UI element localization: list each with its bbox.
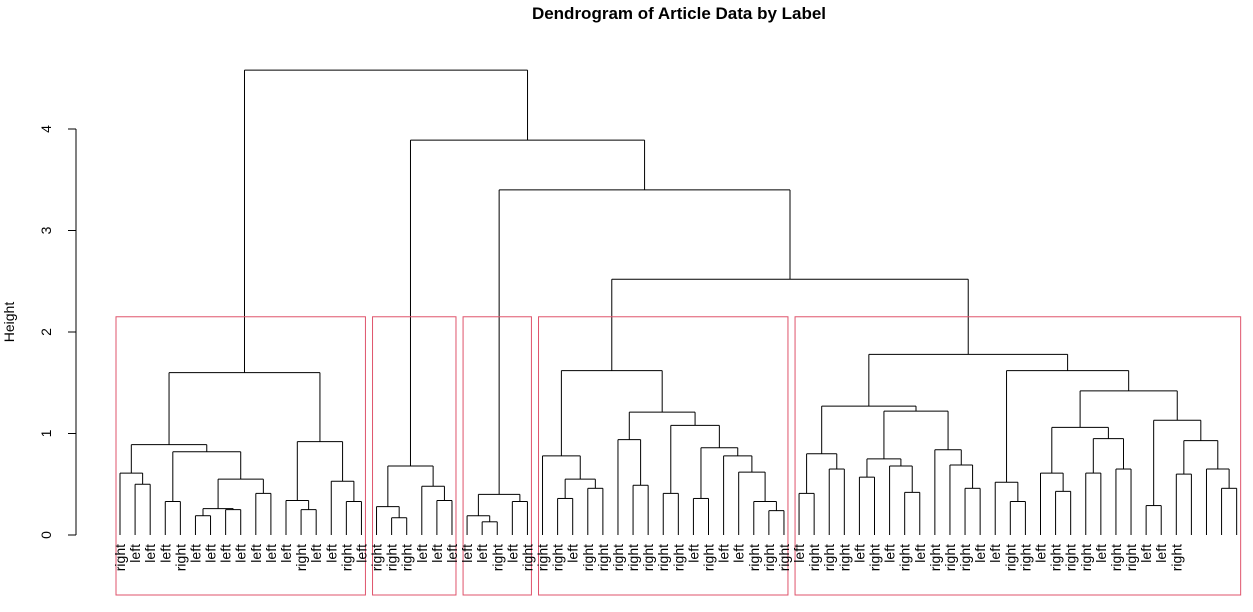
leaf-label-24: left [474,544,490,563]
leaf-label-34: right [625,544,641,571]
cluster-box-1 [372,316,457,596]
leaf-label-64: right [1078,544,1094,571]
leaf-label-66: right [1108,544,1124,571]
leaf-label-53: left [912,544,928,563]
dendrogram-branches [119,69,1238,535]
leaf-label-3: left [157,544,173,563]
cluster-box-2 [462,316,532,596]
leaf-label-43: right [761,544,777,571]
y-tick-label-4: 4 [38,125,54,133]
leaf-label-49: left [851,544,867,563]
leaf-label-67: right [1123,544,1139,571]
leaf-label-36: right [655,544,671,571]
leaf-label-51: left [882,544,898,563]
leaf-label-10: left [263,544,279,563]
leaf-label-22: left [444,544,460,563]
leaf-label-23: left [459,544,475,563]
leaf-label-44: right [776,544,792,571]
y-axis: 0 1 2 3 4 [38,125,77,539]
leaf-label-70: right [1168,544,1184,571]
leaf-label-17: right [369,544,385,571]
leaf-label-11: left [278,544,294,563]
leaf-label-37: right [670,544,686,571]
cluster-boxes [115,316,1242,596]
y-tick-label-3: 3 [38,226,54,234]
leaf-label-4: right [172,544,188,571]
leaf-label-40: left [716,544,732,563]
leaf-label-69: left [1153,544,1169,563]
leaf-label-31: right [580,544,596,571]
leaf-label-19: right [399,544,415,571]
leaf-label-50: right [867,544,883,571]
leaf-label-68: left [1138,544,1154,563]
leaf-label-45: left [791,544,807,563]
leaf-label-38: left [685,544,701,563]
leaf-label-28: right [535,544,551,571]
leaf-label-47: right [821,544,837,571]
leaf-label-35: right [640,544,656,571]
leaf-label-63: right [1063,544,1079,571]
leaf-label-13: left [308,544,324,563]
leaf-label-1: left [127,544,143,563]
leaf-label-8: left [233,544,249,563]
leaf-label-2: left [142,544,158,563]
leaf-label-59: right [1002,544,1018,571]
leaf-label-65: left [1093,544,1109,563]
leaf-label-39: right [701,544,717,571]
leaf-label-9: left [248,544,264,563]
leaf-label-26: left [504,544,520,563]
leaf-label-15: right [338,544,354,571]
leaf-label-21: left [429,544,445,563]
leaf-label-58: left [987,544,1003,563]
leaf-label-48: right [836,544,852,571]
leaf-label-41: left [731,544,747,563]
cluster-box-3 [538,316,789,596]
leaf-label-61: left [1032,544,1048,563]
chart-title: Dendrogram of Article Data by Label [532,4,826,23]
leaf-label-5: left [187,544,203,563]
y-tick-label-0: 0 [38,531,54,539]
leaf-label-60: right [1017,544,1033,571]
leaf-label-25: right [489,544,505,571]
leaf-label-12: right [293,544,309,571]
leaf-label-30: left [565,544,581,563]
leaf-label-14: left [323,544,339,563]
leaf-label-56: right [957,544,973,571]
leaf-label-57: left [972,544,988,563]
leaf-label-29: right [550,544,566,571]
leaf-label-16: left [353,544,369,563]
leaf-label-27: right [519,544,535,571]
leaf-label-54: right [927,544,943,571]
y-tick-label-2: 2 [38,328,54,336]
leaf-label-7: left [218,544,234,563]
leaf-label-18: right [384,544,400,571]
leaf-label-52: right [897,544,913,571]
leaf-label-33: right [610,544,626,571]
leaf-label-32: right [595,544,611,571]
leaf-label-0: right [112,544,128,571]
cluster-box-4 [794,316,1242,596]
leaf-label-55: right [942,544,958,571]
y-axis-label: Height [1,302,17,343]
leaf-label-62: right [1048,544,1064,571]
leaf-label-20: left [414,544,430,563]
leaf-label-42: right [746,544,762,571]
y-tick-label-1: 1 [38,429,54,437]
leaf-label-46: right [806,544,822,571]
leaf-label-6: left [203,544,219,563]
leaf-labels: right left left left right left left left left le… [112,544,1184,571]
cluster-box-0 [115,316,366,596]
